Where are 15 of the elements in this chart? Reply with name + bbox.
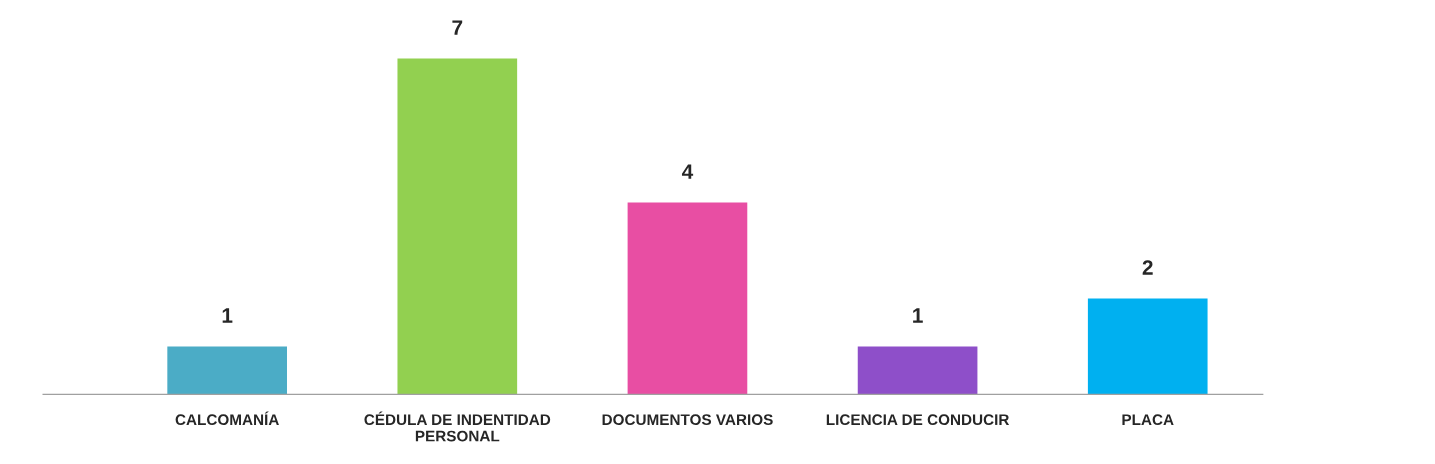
x-tick-label: CÉDULA DE INDENTIDAD PERSONAL (364, 411, 551, 442)
x-tick-label: LICENCIA DE CONDUCIR (826, 414, 1010, 426)
bar (857, 346, 978, 395)
x-tick-label: DOCUMENTOS VARIOS (602, 414, 773, 426)
data-label: 1 (222, 308, 233, 323)
bar (627, 202, 748, 395)
bar (167, 346, 287, 395)
x-tick-label: CALCOMANÍA (175, 411, 279, 426)
data-label: 7 (452, 20, 463, 35)
data-label: 1 (913, 308, 923, 323)
bar (397, 58, 518, 395)
data-label: 2 (1142, 260, 1153, 275)
data-label: 4 (681, 164, 694, 179)
x-tick-label: PLACA (1122, 414, 1174, 426)
bar (1087, 298, 1208, 395)
